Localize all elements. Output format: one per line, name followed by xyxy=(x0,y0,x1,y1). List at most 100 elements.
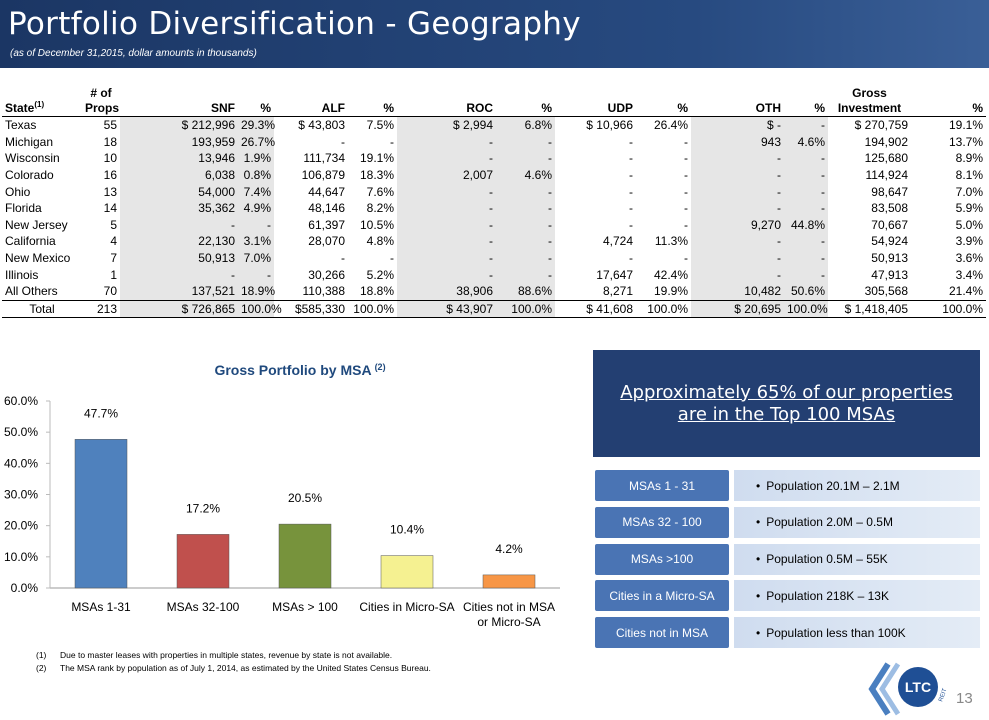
table-cell: - xyxy=(496,183,555,200)
table-cell: - xyxy=(784,266,828,283)
table-cell: 106,879 xyxy=(301,168,345,183)
column-header: SNF xyxy=(120,86,238,117)
chart-title-note: (2) xyxy=(375,362,386,372)
column-header-label: ALF xyxy=(321,101,345,115)
table-cell: - xyxy=(496,199,555,217)
table-cell: 19.1% xyxy=(359,151,394,166)
table-cell: All Others xyxy=(5,284,58,299)
column-header-label: Investment xyxy=(837,101,902,115)
table-cell: 18.9% xyxy=(238,282,275,301)
table-cell: 3.9% xyxy=(955,234,983,249)
column-header-label: UDP xyxy=(607,101,633,115)
table-cell: 4.6% xyxy=(784,133,828,151)
x-tick-label: Cities in Micro-SA xyxy=(359,600,455,614)
table-cell: - xyxy=(390,251,394,266)
table-cell: - xyxy=(496,266,555,283)
table-cell: 100.0% xyxy=(238,299,282,319)
table-cell: 8,271 xyxy=(602,284,633,299)
table-cell: - xyxy=(397,249,496,267)
table-cell: $ 10,966 xyxy=(586,118,633,133)
msa-text: Population 2.0M – 0.5M xyxy=(734,506,980,538)
table-cell: - xyxy=(238,216,274,234)
table-cell: New Jersey xyxy=(5,217,68,232)
msa-headline-box: Approximately 65% of our properties are … xyxy=(593,350,980,457)
table-cell: - xyxy=(684,151,688,166)
table-cell: - xyxy=(684,201,688,216)
table-cell: 10,482 xyxy=(691,282,784,301)
table-cell: California xyxy=(5,234,56,249)
logo: LTC REIT xyxy=(868,662,948,716)
table-cell: 6.8% xyxy=(496,116,555,134)
table-cell: 8.1% xyxy=(955,168,983,183)
table-cell: 10 xyxy=(103,151,117,166)
table-cell: - xyxy=(684,168,688,183)
x-tick-label: MSAs 1-31 xyxy=(71,600,131,614)
table-cell: 55 xyxy=(103,118,117,133)
table-cell: - xyxy=(629,168,633,183)
msa-headline: Approximately 65% of our properties are … xyxy=(620,381,953,425)
table-cell: $ 43,907 xyxy=(397,299,496,319)
table-cell: New Mexico xyxy=(5,251,71,266)
table-cell: 16 xyxy=(103,168,117,183)
table-cell: Illinois xyxy=(5,267,39,282)
column-header: # of Props xyxy=(82,86,120,117)
table-cell: $ 43,803 xyxy=(298,118,345,133)
footnote-marker: (1) xyxy=(36,650,47,660)
value-label: 10.4% xyxy=(390,523,424,537)
table-cell: 44,647 xyxy=(308,184,345,199)
table-cell: 50.6% xyxy=(784,282,828,301)
table-cell: $ 2,994 xyxy=(397,116,496,134)
table-row: Michigan 18 193,959 26.7% - - - - - -943 4.6% 194,9… xyxy=(2,133,986,151)
table-cell: 4.9% xyxy=(238,199,274,217)
table-cell: 5.0% xyxy=(955,217,983,232)
table-cell: 14 xyxy=(103,201,117,216)
table-cell: Ohio xyxy=(5,184,31,199)
table-cell: - xyxy=(691,249,784,267)
msa-label: MSAs 1 - 31 xyxy=(595,470,729,501)
table-cell: 2,007 xyxy=(397,166,496,184)
table-row: Wisconsin 10 13,946 1.9% 111,734 19.1% - - - - - -1… xyxy=(2,150,986,167)
table-cell: 7 xyxy=(110,251,117,266)
column-header-label: ROC xyxy=(466,101,493,115)
column-header: ALF xyxy=(274,86,348,117)
table-cell: 13,946 xyxy=(120,150,238,167)
table-cell: - xyxy=(784,150,828,167)
table-cell: - xyxy=(784,183,828,200)
msa-row: Cities not in MSAPopulation less than 10… xyxy=(595,617,980,649)
table-cell: 6,038 xyxy=(120,166,238,184)
column-header-label: % xyxy=(972,101,983,115)
table-cell: Total xyxy=(2,299,82,319)
table-cell: Texas xyxy=(5,118,37,133)
table-cell: 7.4% xyxy=(238,183,274,200)
table-cell: 193,959 xyxy=(120,133,238,151)
table-cell: Wisconsin xyxy=(5,151,60,166)
column-header-label: State xyxy=(5,101,35,115)
page-number: 13 xyxy=(956,690,973,707)
table-cell: 18.3% xyxy=(359,168,394,183)
table-cell: - xyxy=(496,150,555,167)
msa-text: Population less than 100K xyxy=(734,617,980,649)
table-cell: 114,924 xyxy=(865,168,909,183)
table-row: Ohio 13 54,000 7.4% 44,647 7.6% - - - - - -98,647 7.… xyxy=(2,183,986,200)
y-tick-label: 40.0% xyxy=(4,456,38,470)
table-row: Florida 14 35,362 4.9% 48,146 8.2% - - - - - -83,50… xyxy=(2,199,986,217)
table-cell: 19.9% xyxy=(653,284,688,299)
table-row: All Others 70 137,521 18.9% 110,388 18.8% 38,9… xyxy=(2,282,986,301)
table-row: New Mexico 7 50,913 7.0% - - - - - - - -50,913 3.6% xyxy=(2,249,986,267)
msa-chart: Gross Portfolio by MSA (2) 0.0% 10.0% 20.0%… xyxy=(4,362,560,595)
table-cell: 50,913 xyxy=(120,249,238,267)
geography-table: State(1) # of Props SNF% ALF% ROC% UDP% OTH% Gro… xyxy=(2,86,986,319)
table-cell: 194,902 xyxy=(864,134,908,149)
column-header: % xyxy=(784,86,828,117)
msa-label: Cities not in MSA xyxy=(595,617,729,649)
bar xyxy=(482,574,536,589)
column-header-note: (1) xyxy=(34,100,45,109)
table-cell: Michigan xyxy=(5,134,54,149)
table-cell: 3.6% xyxy=(955,251,983,266)
x-tick-label: MSAs 32-100 xyxy=(166,600,240,614)
y-tick-label: 30.0% xyxy=(4,488,38,502)
table-cell: 1.9% xyxy=(238,150,274,167)
table-cell: 28,070 xyxy=(308,234,345,249)
table-cell: 10.5% xyxy=(359,217,394,232)
x-tick-label: MSAs > 100 xyxy=(272,600,338,614)
